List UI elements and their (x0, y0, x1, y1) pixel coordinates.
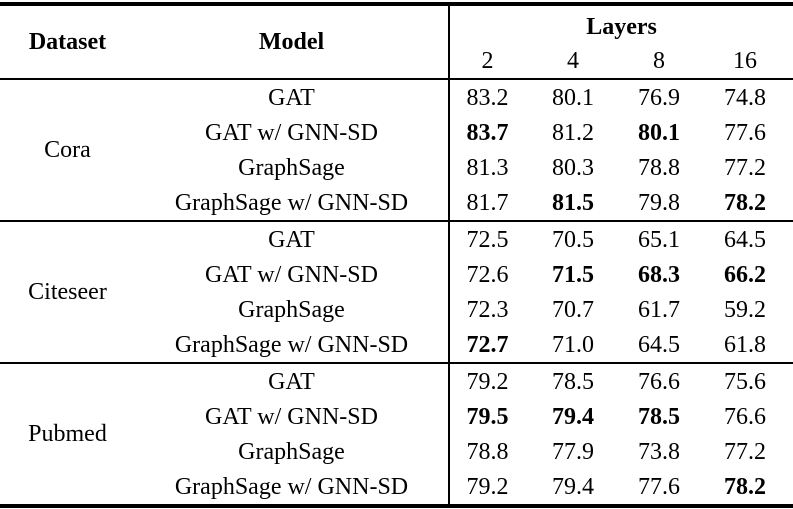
value-cell: 79.2 (448, 363, 535, 399)
value-cell: 78.2 (724, 473, 767, 500)
value-cell: 83.7 (448, 115, 535, 150)
value-cell: 79.5 (448, 399, 535, 434)
value-cell: 61.8 (724, 331, 767, 358)
value-cell: 81.3 (448, 150, 535, 185)
model-cell: GAT (268, 84, 315, 111)
value-cell: 78.5 (638, 403, 680, 430)
table-row: GraphSage 78.8 77.9 73.8 77.2 (0, 434, 793, 469)
value-cell: 77.2 (724, 438, 767, 465)
value-cell: 80.1 (552, 84, 594, 111)
model-cell: GAT w/ GNN-SD (205, 119, 378, 146)
layers-header: Layers (447, 4, 793, 44)
value-cell: 68.3 (638, 261, 680, 288)
value-cell: 71.0 (552, 331, 594, 358)
model-cell: GraphSage (238, 154, 345, 181)
value-cell: 72.5 (448, 221, 535, 257)
model-cell: GAT (268, 368, 315, 395)
layer-col-header-16: 16 (733, 48, 758, 74)
layer-col-header-2: 2 (448, 44, 535, 79)
value-cell: 78.8 (448, 434, 535, 469)
value-cell: 79.4 (552, 473, 594, 500)
model-cell: GAT (268, 226, 315, 253)
value-cell: 83.2 (448, 79, 535, 115)
value-cell: 77.6 (638, 473, 680, 500)
model-cell: GraphSage w/ GNN-SD (174, 189, 409, 216)
table-row: GraphSage w/ GNN-SD 81.7 81.5 79.8 78.2 (0, 185, 793, 221)
value-cell: 75.6 (724, 368, 767, 395)
value-cell: 78.5 (552, 368, 594, 395)
model-cell: GraphSage w/ GNN-SD (174, 473, 409, 500)
model-cell: GraphSage w/ GNN-SD (174, 331, 409, 358)
model-cell: GAT w/ GNN-SD (205, 403, 378, 430)
table-row: GAT w/ GNN-SD 83.7 81.2 80.1 77.6 (0, 115, 793, 150)
table-row: GAT w/ GNN-SD 79.5 79.4 78.5 76.6 (0, 399, 793, 434)
value-cell: 79.4 (552, 403, 594, 430)
group-citeseer: Citeseer GAT 72.5 70.5 65.1 64.5 GAT w/ … (0, 221, 793, 363)
table-row: Pubmed GAT 79.2 78.5 76.6 75.6 (0, 363, 793, 446)
table-row: Cora GAT 83.2 80.1 76.9 74.8 (0, 79, 793, 162)
value-cell: 78.8 (638, 154, 680, 181)
value-cell: 80.3 (552, 154, 594, 181)
value-cell: 77.6 (724, 119, 767, 146)
model-cell: GraphSage (238, 438, 345, 465)
value-cell: 59.2 (724, 296, 767, 323)
value-cell: 65.1 (638, 226, 680, 253)
value-cell: 77.2 (724, 154, 767, 181)
group-cora: Cora GAT 83.2 80.1 76.9 74.8 GAT w/ GNN-… (0, 79, 793, 221)
value-cell: 64.5 (724, 226, 767, 253)
value-cell: 76.6 (724, 403, 767, 430)
header-row-top: Dataset Model Layers (0, 4, 793, 54)
value-cell: 80.1 (638, 119, 680, 146)
dataset-header: Dataset (28, 29, 107, 55)
value-cell: 61.7 (638, 296, 680, 323)
value-cell: 79.2 (448, 469, 535, 506)
table-row: GraphSage w/ GNN-SD 72.7 71.0 64.5 61.8 (0, 327, 793, 363)
value-cell: 71.5 (552, 261, 594, 288)
table-row: Citeseer GAT 72.5 70.5 65.1 64.5 (0, 221, 793, 304)
table-row: GraphSage 72.3 70.7 61.7 59.2 (0, 292, 793, 327)
dataset-cell: Citeseer (28, 279, 107, 305)
value-cell: 78.2 (724, 189, 767, 216)
value-cell: 73.8 (638, 438, 680, 465)
header-row-layers: 2 4 8 16 (0, 44, 793, 79)
value-cell: 77.9 (552, 438, 594, 465)
value-cell: 72.3 (448, 292, 535, 327)
value-cell: 72.6 (448, 257, 535, 292)
value-cell: 66.2 (724, 261, 767, 288)
value-cell: 76.9 (638, 84, 680, 111)
value-cell: 70.5 (552, 226, 594, 253)
value-cell: 81.2 (552, 119, 594, 146)
value-cell: 72.7 (448, 327, 535, 363)
table-header: Dataset Model Layers 2 4 8 16 (0, 4, 793, 79)
layer-col-header-8: 8 (653, 48, 665, 74)
value-cell: 81.5 (552, 189, 594, 216)
value-cell: 76.6 (638, 368, 680, 395)
value-cell: 81.7 (448, 185, 535, 221)
model-cell: GraphSage (238, 296, 345, 323)
model-cell: GAT w/ GNN-SD (205, 261, 378, 288)
table-row: GAT w/ GNN-SD 72.6 71.5 68.3 66.2 (0, 257, 793, 292)
model-header: Model (258, 29, 325, 55)
value-cell: 79.8 (638, 189, 680, 216)
table-row: GraphSage w/ GNN-SD 79.2 79.4 77.6 78.2 (0, 469, 793, 506)
layer-col-header-4: 4 (567, 48, 579, 74)
value-cell: 70.7 (552, 296, 594, 323)
dataset-cell: Cora (44, 137, 91, 163)
table-row: GraphSage 81.3 80.3 78.8 77.2 (0, 150, 793, 185)
value-cell: 64.5 (638, 331, 680, 358)
dataset-cell: Pubmed (28, 421, 107, 447)
value-cell: 74.8 (724, 84, 767, 111)
group-pubmed: Pubmed GAT 79.2 78.5 76.6 75.6 GAT w/ GN… (0, 363, 793, 506)
